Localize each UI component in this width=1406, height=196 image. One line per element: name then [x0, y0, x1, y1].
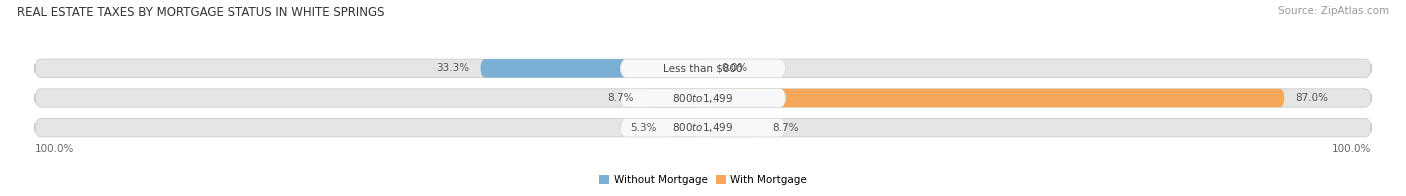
Text: 33.3%: 33.3% — [436, 63, 470, 73]
Text: REAL ESTATE TAXES BY MORTGAGE STATUS IN WHITE SPRINGS: REAL ESTATE TAXES BY MORTGAGE STATUS IN … — [17, 6, 384, 19]
FancyBboxPatch shape — [620, 118, 786, 137]
FancyBboxPatch shape — [703, 118, 761, 137]
Text: Source: ZipAtlas.com: Source: ZipAtlas.com — [1278, 6, 1389, 16]
FancyBboxPatch shape — [668, 118, 703, 137]
Text: 8.7%: 8.7% — [772, 123, 799, 133]
FancyBboxPatch shape — [481, 59, 703, 78]
Text: 87.0%: 87.0% — [1295, 93, 1329, 103]
FancyBboxPatch shape — [35, 89, 1371, 107]
FancyBboxPatch shape — [35, 59, 1371, 78]
FancyBboxPatch shape — [703, 89, 1285, 107]
FancyBboxPatch shape — [645, 89, 703, 107]
Text: $800 to $1,499: $800 to $1,499 — [672, 121, 734, 134]
Text: 100.0%: 100.0% — [1331, 144, 1371, 154]
Text: Less than $800: Less than $800 — [664, 63, 742, 73]
Text: 5.3%: 5.3% — [630, 123, 657, 133]
Legend: Without Mortgage, With Mortgage: Without Mortgage, With Mortgage — [595, 171, 811, 189]
Text: $800 to $1,499: $800 to $1,499 — [672, 92, 734, 104]
FancyBboxPatch shape — [35, 118, 1371, 137]
FancyBboxPatch shape — [620, 89, 786, 107]
Text: 8.7%: 8.7% — [607, 93, 634, 103]
Text: 100.0%: 100.0% — [35, 144, 75, 154]
Text: 0.0%: 0.0% — [721, 63, 747, 73]
FancyBboxPatch shape — [620, 59, 786, 78]
